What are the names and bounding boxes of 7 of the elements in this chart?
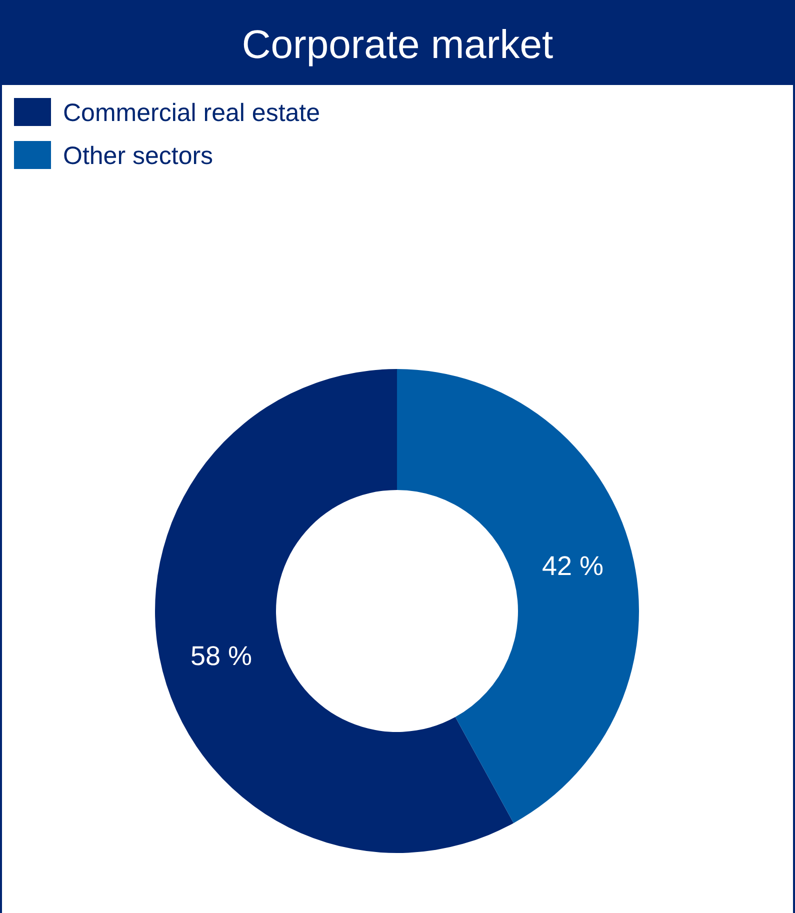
legend-label: Commercial real estate: [63, 99, 320, 127]
donut-slice: [397, 369, 639, 824]
chart-title: Corporate market: [242, 23, 554, 67]
legend-label: Other sectors: [63, 142, 214, 170]
donut-slice: [155, 369, 514, 853]
data-label: 42 %: [542, 550, 604, 581]
data-label: 58 %: [190, 641, 252, 672]
